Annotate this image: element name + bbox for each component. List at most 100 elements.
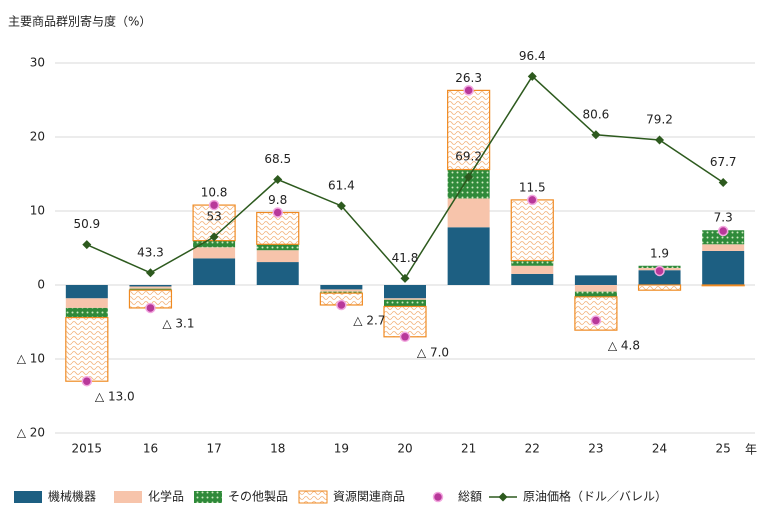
bar-segment xyxy=(256,250,299,263)
line-marker xyxy=(655,135,665,145)
line-marker xyxy=(718,178,728,188)
x-tick-label: 25 xyxy=(716,442,731,456)
total-value-label: △ 7.0 xyxy=(417,345,449,359)
total-value-label: 7.3 xyxy=(714,211,733,225)
line-value-label: 96.4 xyxy=(519,49,546,63)
bar-segment xyxy=(129,286,172,289)
line-marker xyxy=(591,130,601,140)
bar-segment xyxy=(65,307,108,318)
legend-label: 機械機器 xyxy=(48,489,96,504)
x-tick-label: 17 xyxy=(206,442,221,456)
bar-segment xyxy=(638,270,681,285)
legend-swatch xyxy=(194,491,222,503)
bar-segment xyxy=(702,250,745,285)
line-value-label: 61.4 xyxy=(328,178,355,192)
total-dot xyxy=(208,199,220,211)
total-dot xyxy=(272,207,283,218)
x-axis-label: 年 xyxy=(745,443,757,457)
total-value-label: △ 4.8 xyxy=(608,339,640,353)
total-dot xyxy=(81,375,93,387)
line-value-label: 43.3 xyxy=(137,245,164,259)
total-value-label: △ 3.1 xyxy=(162,316,194,330)
total-dot xyxy=(399,331,411,343)
line-value-label: 50.9 xyxy=(73,217,100,231)
y-tick-label: 10 xyxy=(30,204,45,218)
legend-label: 原油価格（ドル／バレル） xyxy=(523,489,667,504)
bar-segment xyxy=(65,285,108,299)
x-tick-label: 21 xyxy=(461,442,476,456)
x-tick-label: 24 xyxy=(652,442,667,456)
total-dot xyxy=(336,299,347,311)
total-dot xyxy=(717,225,729,237)
bar-segment xyxy=(384,298,426,300)
line-value-label: 79.2 xyxy=(646,112,673,126)
line-value-label: 69.2 xyxy=(455,149,482,163)
total-value-label: 10.8 xyxy=(201,186,228,200)
line-marker xyxy=(209,232,219,242)
bar-segment xyxy=(65,298,108,308)
total-dot xyxy=(654,265,665,277)
legend-swatch xyxy=(114,491,142,503)
x-tick-label: 18 xyxy=(270,442,285,456)
bar-segment xyxy=(574,291,617,297)
x-tick-label: 23 xyxy=(588,442,603,456)
bar-segment xyxy=(256,262,299,285)
bar-segment xyxy=(65,316,109,382)
bar-segment xyxy=(384,299,426,307)
bar-segment xyxy=(256,244,299,251)
total-dot xyxy=(463,85,474,96)
total-dot xyxy=(527,194,538,206)
legend-label: 資源関連商品 xyxy=(333,489,405,504)
line-marker xyxy=(273,175,283,185)
bar-segment xyxy=(193,240,236,248)
y-tick-label: 0 xyxy=(37,278,45,292)
bar-segment xyxy=(574,275,617,285)
legend-label: 総額 xyxy=(458,490,482,504)
legend-label: その他製品 xyxy=(228,490,288,504)
bar-segment xyxy=(511,273,554,285)
line-value-label: 67.7 xyxy=(710,155,737,169)
line-value-label: 41.8 xyxy=(392,251,419,265)
x-tick-label: 2015 xyxy=(72,442,103,456)
line xyxy=(86,75,724,280)
bar-segment xyxy=(384,285,426,299)
bar-segment xyxy=(320,285,363,290)
line-value-label: 53 xyxy=(206,209,221,223)
x-tick-label: 19 xyxy=(334,442,349,456)
x-tick-label: 20 xyxy=(397,442,412,456)
y-tick-label: △ 20 xyxy=(17,426,45,440)
line-value-label: 80.6 xyxy=(583,107,610,121)
bar-segment xyxy=(193,247,236,259)
bar-segment xyxy=(574,285,617,292)
total-dot xyxy=(145,302,156,314)
y-axis-label: 主要商品群別寄与度（%） xyxy=(8,14,151,29)
bar-segment xyxy=(320,289,363,292)
x-tick-label: 22 xyxy=(525,442,540,456)
total-value-label: 26.3 xyxy=(455,71,482,85)
bar-segment xyxy=(510,199,554,262)
line-marker xyxy=(145,268,155,278)
line-marker xyxy=(336,201,346,211)
bar-segment xyxy=(702,230,745,245)
bar-segment xyxy=(511,260,554,266)
bar-segment xyxy=(511,265,554,274)
line-marker xyxy=(527,71,537,81)
line-marker xyxy=(464,172,474,182)
bar-segment xyxy=(129,288,172,291)
legend-label: 化学品 xyxy=(148,489,184,504)
y-tick-label: △ 10 xyxy=(17,352,45,366)
total-value-label: △ 13.0 xyxy=(95,390,135,404)
total-value-label: △ 2.7 xyxy=(353,313,385,327)
total-value-label: 1.9 xyxy=(650,246,669,260)
bar-segment xyxy=(702,244,745,251)
total-dot xyxy=(590,315,602,326)
line-marker xyxy=(400,273,410,283)
line-value-label: 68.5 xyxy=(264,152,291,166)
legend-swatch xyxy=(432,491,444,503)
legend-swatch xyxy=(14,491,42,503)
y-tick-label: 30 xyxy=(30,56,45,70)
line-marker xyxy=(82,240,92,250)
bar-segment xyxy=(447,227,490,285)
total-value-label: 9.8 xyxy=(268,193,287,207)
bar-segment xyxy=(701,284,745,287)
